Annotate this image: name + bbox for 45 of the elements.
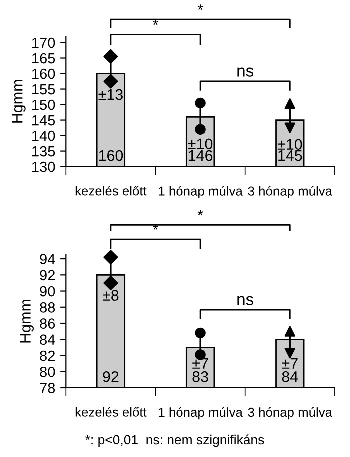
y-tick-label: 150 bbox=[32, 100, 56, 110]
y-tick-label: 82 bbox=[40, 350, 56, 362]
annotation: ±10 bbox=[188, 138, 213, 150]
annotation: ns bbox=[238, 68, 254, 77]
data-label: 145 bbox=[278, 150, 302, 162]
y-tick-label: 160 bbox=[32, 68, 56, 80]
text: * bbox=[198, 4, 204, 10]
y-tick-label: 130 bbox=[32, 162, 56, 172]
annotation: ±7 bbox=[192, 358, 208, 369]
data-label: 84 bbox=[282, 371, 298, 382]
y-tick-label: 90 bbox=[40, 286, 56, 297]
x-tick-label: 3 hónap múlva bbox=[248, 407, 333, 420]
y-tick-label: 170 bbox=[32, 38, 56, 48]
text: * bbox=[198, 210, 204, 216]
annotation: ±10 bbox=[278, 139, 302, 150]
annotation: ±7 bbox=[282, 358, 298, 369]
y-tick-label: 165 bbox=[32, 53, 56, 64]
data-label: 146 bbox=[188, 150, 213, 162]
y-tick-label: 135 bbox=[32, 146, 56, 157]
text: * bbox=[153, 20, 158, 26]
x-tick-label: 3 hónap múlva bbox=[248, 186, 333, 198]
annotation: ns bbox=[238, 296, 254, 306]
y-tick-label: 145 bbox=[32, 116, 56, 126]
x-tick-label: kezelés előtt bbox=[76, 407, 147, 417]
data-label: 92 bbox=[103, 371, 119, 382]
data-label: 83 bbox=[192, 371, 208, 382]
text: * bbox=[153, 224, 158, 230]
y-tick-label: 84 bbox=[40, 334, 56, 346]
y-axis-title: Hgmm bbox=[12, 80, 26, 123]
x-tick-label: 1 hónap múlva bbox=[159, 186, 243, 198]
x-tick-label: 1 hónap múlva bbox=[159, 407, 243, 420]
y-tick-label: 88 bbox=[40, 302, 56, 313]
y-tick-label: 86 bbox=[40, 318, 56, 329]
annotation: ±13 bbox=[98, 89, 123, 100]
y-tick-label: 155 bbox=[32, 84, 56, 95]
y-tick-label: 140 bbox=[32, 130, 56, 142]
text: *: p<0,01 ns: nem szignifikáns bbox=[86, 434, 264, 448]
y-tick-label: 78 bbox=[40, 383, 56, 394]
y-tick-label: 94 bbox=[40, 254, 56, 264]
y-tick-label: 80 bbox=[40, 366, 56, 378]
annotation: ±8 bbox=[102, 290, 119, 301]
y-tick-label: 92 bbox=[40, 270, 56, 281]
data-label: 160 bbox=[99, 150, 124, 162]
y-axis-title: Hgmm bbox=[20, 300, 34, 343]
x-tick-label: kezelés előtt bbox=[76, 186, 147, 196]
